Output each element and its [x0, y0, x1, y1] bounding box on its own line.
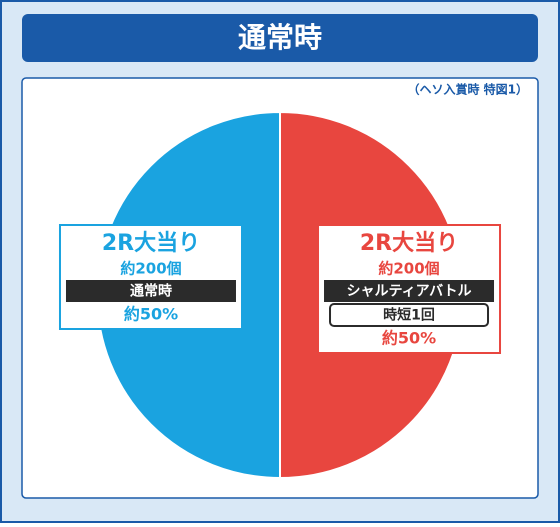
- mode-bar: [65, 280, 236, 302]
- mode-bar: [324, 280, 495, 302]
- slice-label: 2R大当り: [102, 231, 200, 256]
- value-label: 約50%: [382, 329, 436, 348]
- slice-label: 2R大当り: [360, 231, 458, 256]
- payout-label: 約200個: [378, 260, 439, 278]
- label-box: [58, 224, 243, 330]
- mode-label: 時短1回: [383, 307, 435, 324]
- value-label: 約50%: [124, 305, 178, 324]
- mode-label: シャルティアバトル: [346, 284, 471, 300]
- subtitle: （ヘソ入賞時 特図1）: [407, 82, 528, 97]
- mode-label: 通常時: [130, 283, 172, 300]
- chart-title: 通常時: [238, 21, 322, 54]
- payout-label: 約200個: [120, 260, 181, 278]
- title-bar: [22, 14, 538, 62]
- mode-box: [329, 303, 490, 327]
